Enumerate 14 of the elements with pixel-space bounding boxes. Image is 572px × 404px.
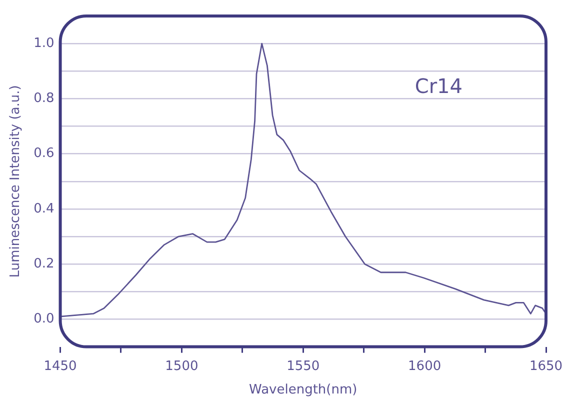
x-tick-label: 1650 bbox=[529, 358, 563, 374]
x-tick-label: 1450 bbox=[44, 358, 77, 374]
y-tick-label: 0.6 bbox=[34, 146, 54, 162]
annotation: Cr14 bbox=[414, 74, 462, 98]
y-axis-title: Luminescence Intensity (a.u.) bbox=[8, 85, 24, 278]
y-tick-label: 0.0 bbox=[34, 312, 54, 327]
y-tick-label: 1.0 bbox=[34, 36, 54, 51]
y-tick-label: 0.8 bbox=[34, 91, 54, 106]
x-tick-label: 1600 bbox=[408, 358, 442, 374]
y-tick-label: 0.2 bbox=[34, 256, 54, 272]
x-tick-label: 1500 bbox=[165, 358, 198, 374]
x-axis-title: Wavelength(nm) bbox=[249, 382, 358, 398]
x-tick-label: 1550 bbox=[286, 358, 320, 374]
y-tick-label: 0.4 bbox=[34, 201, 54, 216]
